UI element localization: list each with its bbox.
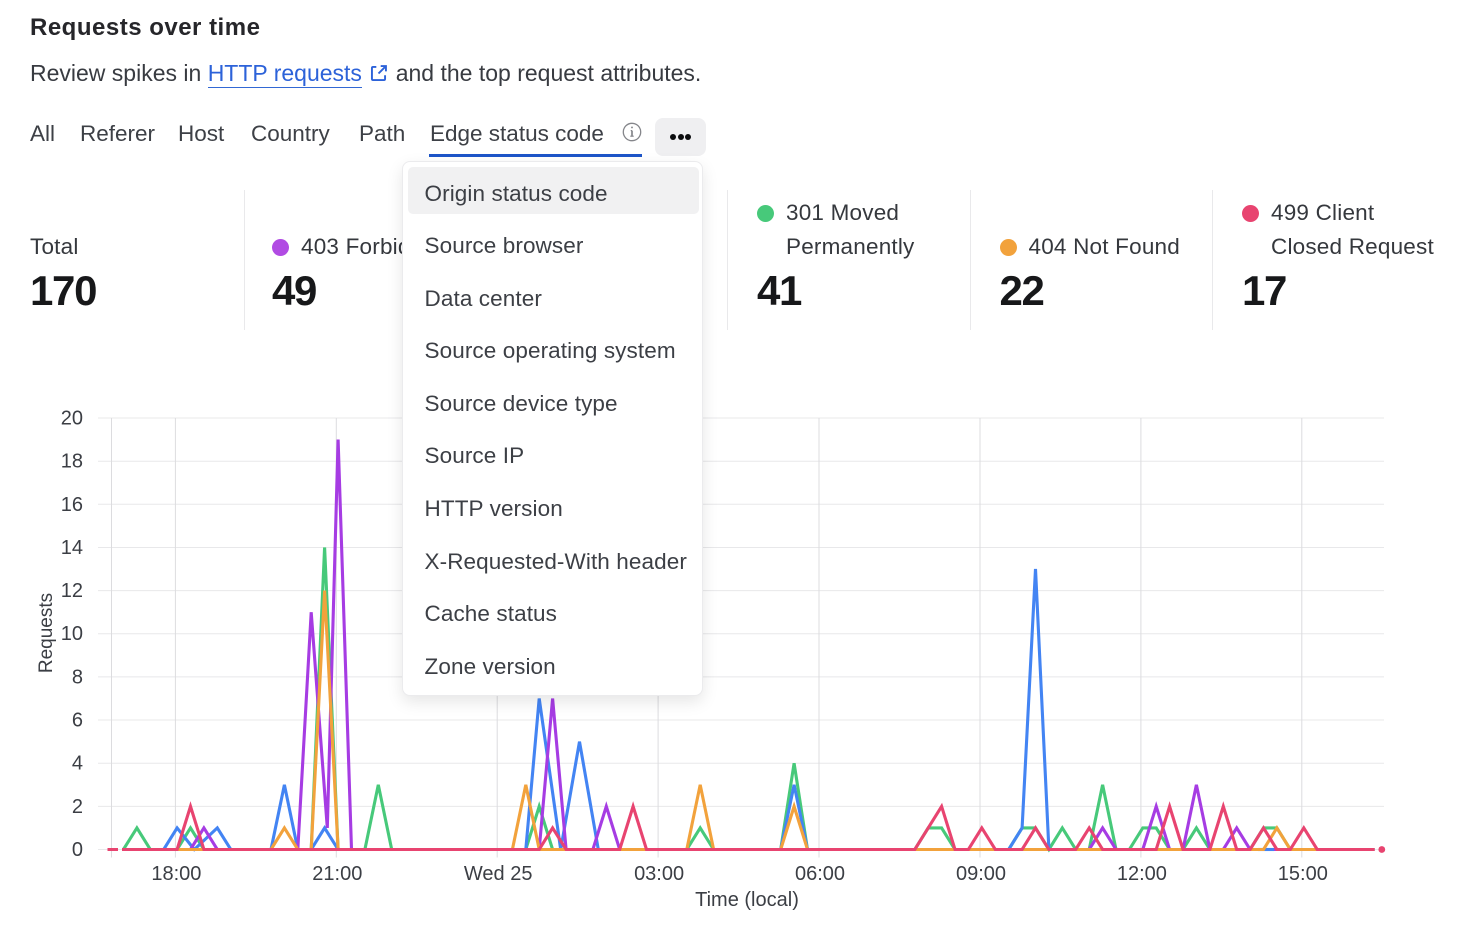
svg-text:12: 12 — [61, 580, 83, 602]
svg-text:06:00: 06:00 — [795, 863, 845, 885]
svg-text:12:00: 12:00 — [1117, 863, 1167, 885]
svg-text:Time (local): Time (local) — [695, 889, 799, 911]
svg-text:Requests: Requests — [36, 593, 57, 673]
svg-text:14: 14 — [61, 537, 83, 559]
svg-text:0: 0 — [72, 839, 83, 861]
svg-text:10: 10 — [61, 623, 83, 645]
svg-text:21:00: 21:00 — [312, 863, 362, 885]
svg-text:20: 20 — [61, 408, 83, 430]
svg-text:6: 6 — [72, 710, 83, 732]
svg-text:4: 4 — [72, 753, 83, 775]
svg-text:15:00: 15:00 — [1278, 863, 1328, 885]
svg-text:8: 8 — [72, 666, 83, 688]
svg-text:2: 2 — [72, 796, 83, 818]
svg-text:03:00: 03:00 — [634, 863, 684, 885]
svg-text:18:00: 18:00 — [151, 863, 201, 885]
svg-text:09:00: 09:00 — [956, 863, 1006, 885]
svg-text:16: 16 — [61, 494, 83, 516]
svg-text:18: 18 — [61, 451, 83, 473]
svg-text:Wed 25: Wed 25 — [464, 863, 533, 885]
